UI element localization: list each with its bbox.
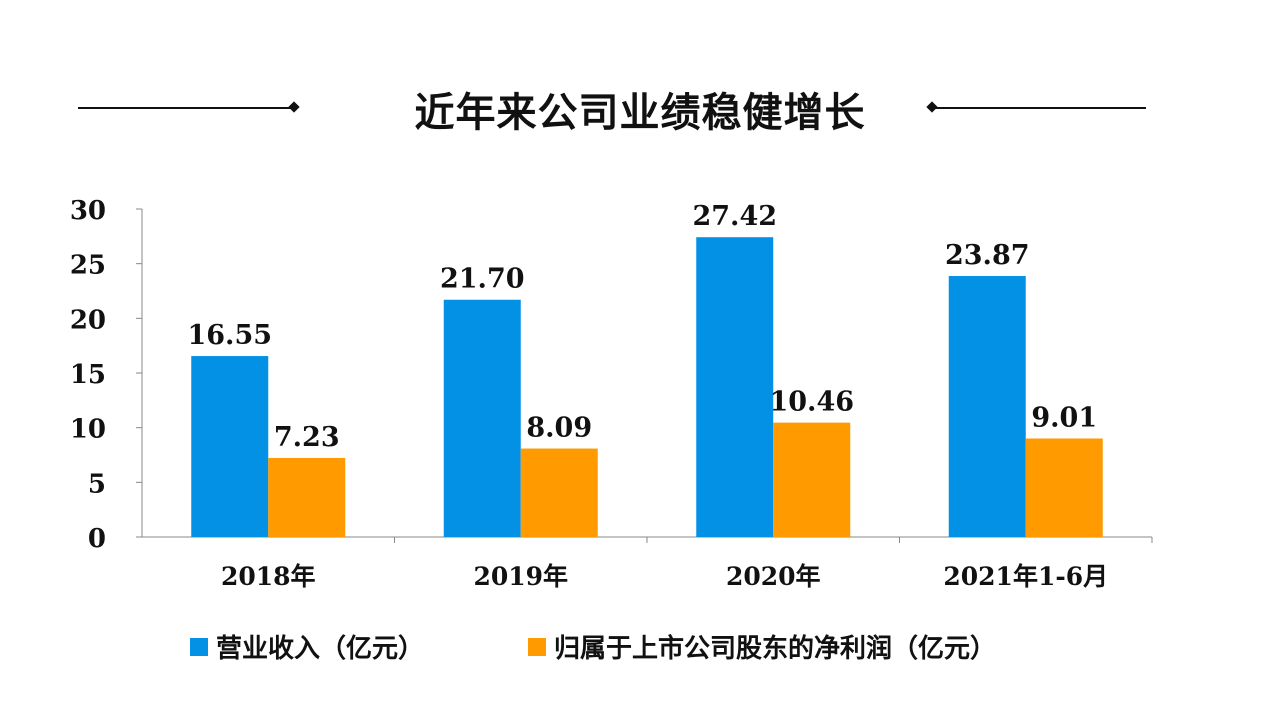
- x-tick-label: 2018年: [221, 562, 316, 591]
- data-label-revenue: 23.87: [945, 240, 1030, 271]
- title-right-line: [934, 107, 1146, 109]
- legend-label-profit: 归属于上市公司股东的净利润（亿元）: [554, 634, 997, 664]
- bar-profit: [268, 457, 346, 537]
- data-label-profit: 8.09: [526, 413, 592, 444]
- data-label-revenue: 16.55: [187, 320, 272, 351]
- x-tick-label: 2020年: [726, 562, 821, 591]
- data-label-revenue: 27.42: [692, 201, 777, 232]
- bar-profit: [1025, 438, 1103, 537]
- data-label-profit: 7.23: [274, 422, 340, 453]
- x-tick-label: 2019年: [473, 562, 568, 591]
- legend-item-profit: 归属于上市公司股东的净利润（亿元）: [528, 628, 996, 665]
- bar-revenue: [948, 276, 1026, 537]
- title-row: 近年来公司业绩稳健增长: [0, 72, 1280, 144]
- data-label-profit: 10.46: [769, 387, 854, 418]
- bar-profit: [773, 422, 851, 537]
- x-tick-label: 2021年1-6月: [943, 562, 1108, 591]
- legend: 营业收入（亿元） 归属于上市公司股东的净利润（亿元）: [0, 628, 1280, 664]
- bar-revenue: [191, 356, 269, 537]
- data-label-revenue: 21.70: [440, 264, 525, 295]
- bar-profit: [520, 448, 598, 537]
- y-tick-label: 20: [70, 305, 106, 335]
- y-tick-label: 15: [70, 360, 106, 390]
- data-label-profit: 9.01: [1031, 402, 1097, 433]
- bar-revenue: [443, 299, 521, 537]
- y-tick-label: 0: [88, 524, 106, 554]
- y-tick-label: 25: [70, 251, 106, 281]
- y-tick-label: 5: [88, 469, 106, 499]
- y-tick-label: 30: [70, 196, 106, 226]
- legend-swatch-revenue: [190, 637, 208, 656]
- y-tick-label: 10: [70, 415, 106, 445]
- legend-item-revenue: 营业收入（亿元）: [190, 628, 424, 665]
- chart-title: 近年来公司业绩稳健增长: [414, 90, 866, 136]
- bar-revenue: [696, 237, 774, 537]
- legend-swatch-profit: [528, 637, 546, 656]
- title-left-line: [78, 107, 294, 109]
- legend-label-revenue: 营业收入（亿元）: [216, 634, 425, 664]
